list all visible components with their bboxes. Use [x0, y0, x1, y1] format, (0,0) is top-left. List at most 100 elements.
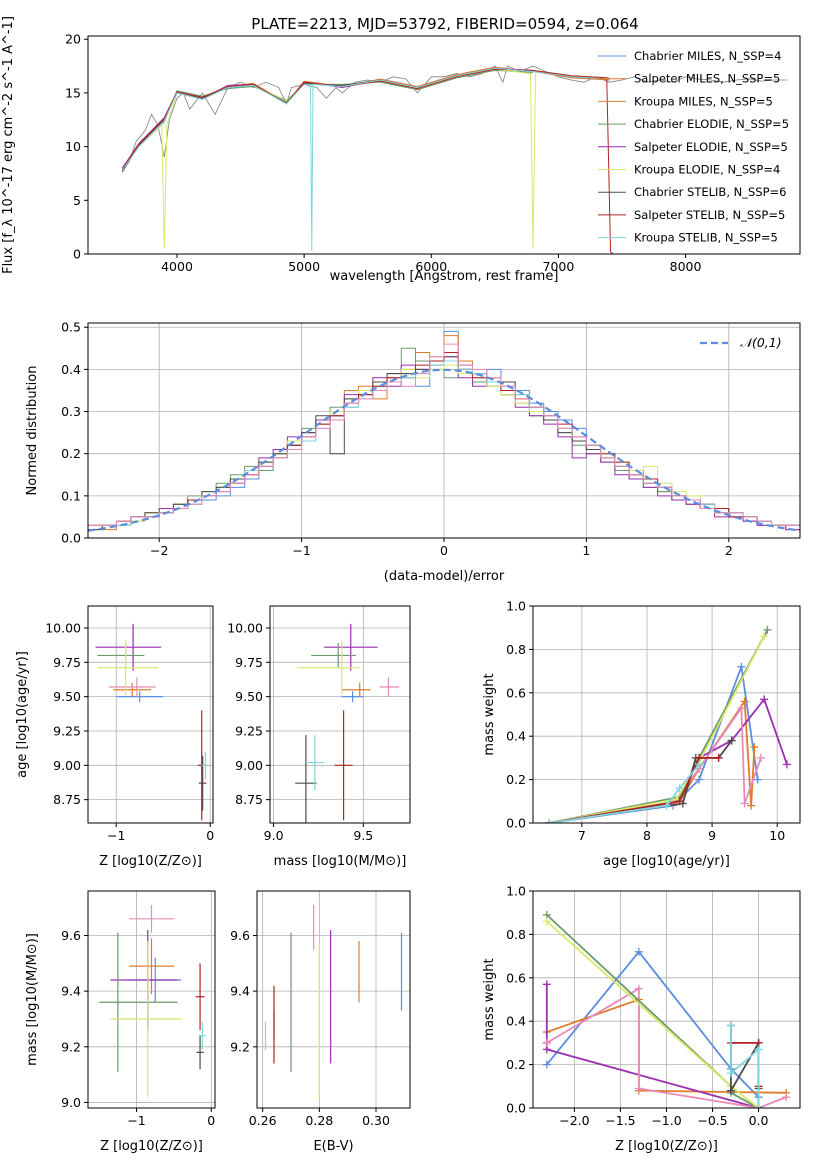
residuals-legend-label: 𝒩(0,1) — [740, 335, 782, 350]
age_vs_mass-plot-area — [295, 623, 400, 823]
age_vs_mass-ytick-label: 8.75 — [235, 792, 263, 807]
spectrum-xtick-label: 6000 — [415, 259, 447, 274]
massweight_vs_Z-ytick-label: 0.4 — [506, 1014, 526, 1029]
age_vs_Z-ytick-label: 9.25 — [53, 723, 81, 738]
massweight_vs_Z-ylabel: mass weight — [482, 958, 497, 1040]
age_vs_Z-xtick-label: 0 — [206, 828, 214, 843]
mass_vs_ebv-xlabel: E(B-V) — [313, 1139, 353, 1154]
age_vs_Z-ytick-label: 8.75 — [53, 792, 81, 807]
mass_vs_ebv-ytick-label: 9.4 — [230, 984, 250, 999]
massweight_vs_age-ylabel: mass weight — [482, 673, 497, 755]
mass_vs_Z-xtick-label: 0 — [207, 1113, 215, 1128]
massweight_vs_age-frame — [532, 605, 801, 824]
spectrum-xtick-label: 8000 — [670, 259, 702, 274]
massweight_vs_Z-xtick-label: −1.5 — [605, 1113, 635, 1128]
spectrum-xlabel: wavelength [Angstrom, rest frame] — [330, 269, 559, 284]
age_vs_mass-axes: 9.0 9.5 8.75 9.00 9.25 9.50 9.75 10.00 mass [log… — [227, 605, 411, 869]
spectrum-ylabel: Flux [f_λ 10^-17 erg cm^-2 s^-1 A^-1] — [1, 16, 16, 274]
age_vs_Z-ytick-label: 10.00 — [45, 620, 81, 635]
massweight_vs_Z-xtick-label: −0.5 — [697, 1113, 727, 1128]
age_vs_mass-frame — [269, 605, 411, 824]
mass_vs_Z-xtick-label: −1 — [127, 1113, 145, 1128]
spectrum-legend: Chabrier MILES, N_SSP=4 Salpeter MILES, N… — [598, 49, 789, 245]
massweight_vs_age-axes: 7 8 9 10 0.0 0.2 0.4 0.6 0.8 1.0 age [log10(age/yr… — [482, 599, 801, 869]
residuals-normal-curve — [88, 368, 800, 532]
spectrum-observed-line — [122, 65, 788, 169]
age_vs_Z-xlabel: Z [log10(Z/Z⊙)] — [99, 854, 202, 869]
massweight_vs_Z-ytick-label: 0.6 — [506, 970, 526, 985]
age_vs_mass-ytick-label: 10.00 — [227, 620, 263, 635]
massweight_vs_Z-series-8 — [730, 1025, 760, 1108]
massweight_vs_Z-xtick-label: 0.0 — [749, 1113, 769, 1128]
age_vs_Z-ytick-label: 9.75 — [53, 655, 81, 670]
age_vs_Z-ytick-label: 9.00 — [53, 758, 81, 773]
mass_vs_Z-ylabel: mass [log10(M/M⊙)] — [25, 933, 40, 1066]
spectrum-legend-label: Kroupa ELODIE, N_SSP=4 — [634, 163, 780, 177]
mass_vs_Z-ytick-label: 9.2 — [61, 1039, 81, 1054]
residuals-xtick-label: 1 — [582, 543, 590, 558]
mass_vs_ebv-xtick-label: 0.28 — [305, 1113, 333, 1128]
residuals-xtick-label: 2 — [725, 543, 733, 558]
massweight_vs_Z-ytick-label: 0.0 — [506, 1101, 526, 1116]
massweight_vs_age-ytick-label: 0.2 — [506, 772, 526, 787]
massweight_vs_age-ytick-label: 0.0 — [506, 816, 526, 831]
massweight_vs_Z-xlabel: Z [log10(Z/Z⊙)] — [615, 1139, 718, 1154]
spectrum-xtick-label: 5000 — [288, 259, 320, 274]
residuals-xtick-label: −1 — [292, 543, 310, 558]
mass_vs_ebv-axes: 0.26 0.28 0.30 9.2 9.4 9.6 E(B-V) — [230, 890, 411, 1154]
spectrum-legend-label: Kroupa MILES, N_SSP=5 — [634, 94, 773, 108]
massweight_vs_age-ytick-label: 1.0 — [506, 599, 526, 614]
massweight_vs_age-ytick-label: 0.6 — [506, 685, 526, 700]
spectrum-plot-area — [121, 65, 788, 254]
massweight_vs_age-ytick-label: 0.4 — [506, 729, 526, 744]
massweight_vs_Z-ytick-label: 0.8 — [506, 927, 526, 942]
spectrum-legend-label: Kroupa STELIB, N_SSP=5 — [634, 231, 778, 245]
spectrum-legend-label: Chabrier ELODIE, N_SSP=5 — [634, 117, 789, 131]
mass_vs_Z-plot-area — [99, 904, 207, 1097]
residuals-xtick-label: 0 — [440, 543, 448, 558]
mass_vs_Z-ytick-label: 9.0 — [61, 1095, 81, 1110]
spectrum-legend-label: Salpeter STELIB, N_SSP=5 — [634, 208, 785, 222]
spectrum-legend-label: Chabrier MILES, N_SSP=4 — [634, 49, 781, 63]
age_vs_Z-axes: −1 0 8.75 9.00 9.25 9.50 9.75 10.00 Z [log10(Z/Z… — [15, 605, 214, 869]
age_vs_Z-frame — [87, 605, 214, 824]
residuals-xlabel: (data-model)/error — [384, 569, 505, 584]
mass_vs_ebv-plot-area — [264, 904, 403, 1100]
massweight_vs_age-ytick-label: 0.8 — [506, 642, 526, 657]
spectrum-series-8 — [121, 67, 610, 251]
massweight_vs_age-xtick-label: 9 — [708, 828, 716, 843]
spectrum-ytick-label: 15 — [65, 85, 81, 100]
massweight_vs_age-xtick-label: 7 — [578, 828, 586, 843]
age_vs_Z-plot-area — [95, 623, 210, 821]
mass_vs_ebv-ytick-label: 9.2 — [230, 1039, 250, 1054]
spectrum-legend-label: Salpeter ELODIE, N_SSP=5 — [634, 140, 788, 154]
massweight_vs_age-xtick-label: 8 — [643, 828, 651, 843]
residuals-ylabel: Normed distribution — [25, 366, 40, 496]
mass_vs_Z-xlabel: Z [log10(Z/Z⊙)] — [100, 1139, 203, 1154]
massweight_vs_Z-axes: −2.0 −1.5 −1.0 −0.5 0.0 0.0 0.2 0.4 0.6 0.8 1.0 Z [… — [482, 884, 801, 1154]
spectrum-ytick-label: 0 — [73, 247, 81, 262]
age_vs_mass-ytick-label: 9.50 — [235, 689, 263, 704]
spectrum-ytick-label: 10 — [65, 139, 81, 154]
residuals-ytick-label: 0.5 — [61, 320, 81, 335]
residuals-ytick-label: 0.4 — [61, 362, 81, 377]
mass_vs_Z-ytick-label: 9.6 — [61, 928, 81, 943]
residuals-ytick-label: 0.3 — [61, 404, 81, 419]
massweight_vs_age-series-7 — [549, 757, 719, 823]
mass_vs_ebv-frame — [256, 890, 411, 1109]
mass_vs_ebv-xtick-label: 0.26 — [249, 1113, 277, 1128]
age_vs_mass-xtick-label: 9.5 — [353, 828, 373, 843]
mass_vs_ebv-xtick-label: 0.30 — [362, 1113, 390, 1128]
massweight_vs_age-xlabel: age [log10(age/yr)] — [603, 854, 730, 869]
age_vs_Z-xtick-label: −1 — [107, 828, 125, 843]
mass_vs_Z-axes: −1 0 9.0 9.2 9.4 9.6 Z [log10(Z/Z⊙)] mass [log1… — [25, 890, 216, 1154]
massweight_vs_Z-xtick-label: −2.0 — [559, 1113, 589, 1128]
figure-title: PLATE=2213, MJD=53792, FIBERID=0594, z=0… — [251, 15, 638, 33]
age_vs_mass-ytick-label: 9.25 — [235, 723, 263, 738]
residuals-ytick-label: 0.0 — [61, 531, 81, 546]
age_vs_Z-ylabel: age [log10(age/yr)] — [15, 651, 30, 778]
spectrum-xtick-label: 4000 — [161, 259, 193, 274]
residuals-plot-area — [88, 330, 800, 532]
spectrum-xtick-label: 7000 — [543, 259, 575, 274]
